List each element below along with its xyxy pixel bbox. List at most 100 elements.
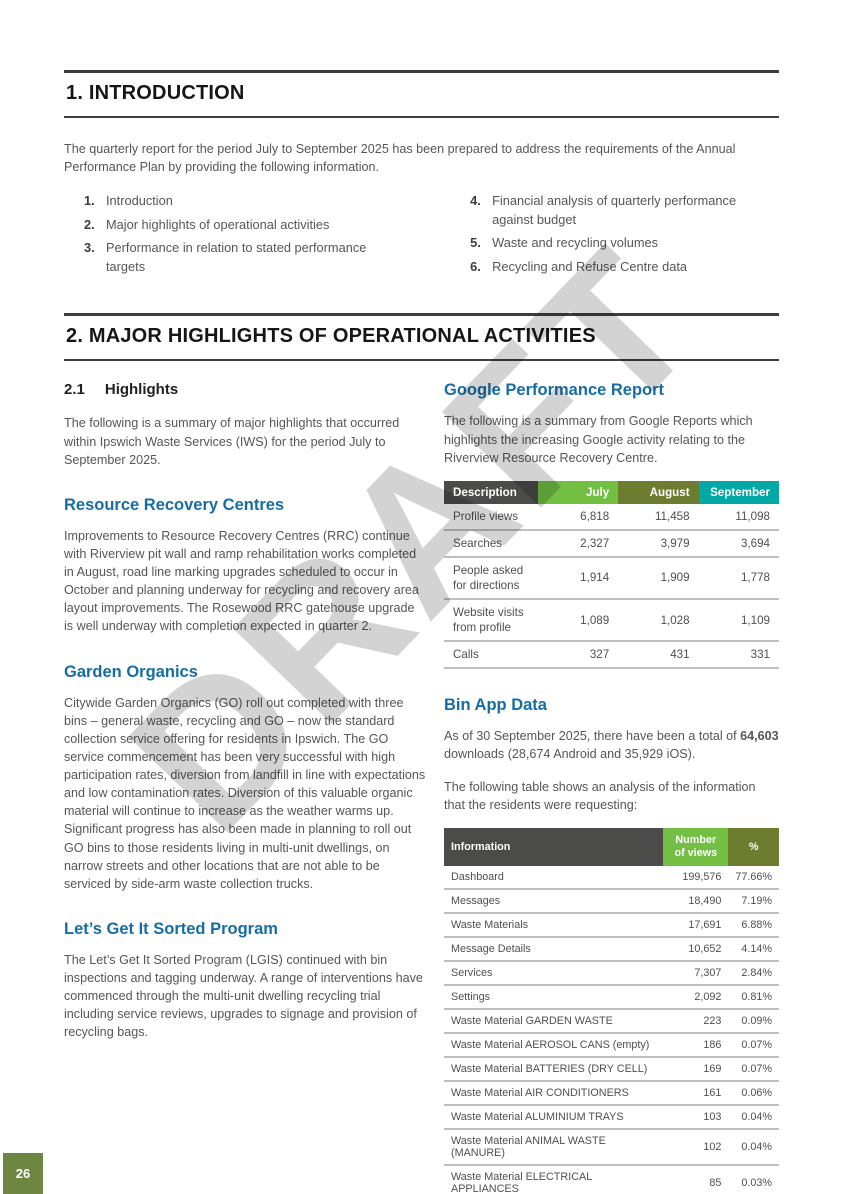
table-cell: Waste Material AEROSOL CANS (empty)	[444, 1032, 664, 1058]
table-cell: 186	[663, 1032, 729, 1058]
table-row: Waste Material ALUMINIUM TRAYS 103 0.04%	[444, 1104, 779, 1130]
table-header-row: Description July August September	[444, 480, 779, 504]
table-cell: Waste Material GARDEN WASTE	[444, 1008, 664, 1034]
heading-rule-top	[64, 313, 779, 316]
table-cell: Waste Material ANIMAL WASTE (MANURE)	[444, 1128, 664, 1166]
table-row: Waste Materials 17,691 6.88%	[444, 912, 779, 938]
page-content: 1. INTRODUCTION The quarterly report for…	[64, 0, 779, 1194]
table-cell: 77.66%	[728, 865, 779, 890]
table-cell: Message Details	[444, 936, 664, 962]
table-cell: 7.19%	[728, 888, 779, 914]
table-row: Waste Material BATTERIES (DRY CELL) 169 0.…	[444, 1056, 779, 1082]
table-cell: Waste Material ALUMINIUM TRAYS	[444, 1104, 664, 1130]
highlights-title: Highlights	[104, 381, 179, 399]
table-header-cell: Number of views	[663, 827, 729, 866]
table-cell: 169	[663, 1056, 729, 1082]
table-cell: Website visits from profile	[444, 599, 538, 643]
left-column: 2.1 Highlights The following is a summary…	[64, 379, 426, 1194]
section2-title: 2. MAJOR HIGHLIGHTS OF OPERATIONAL ACTIV…	[66, 324, 596, 347]
table-row: Website visits from profile 1,089 1,028 1,1…	[444, 599, 779, 643]
list-item-number: 4.	[470, 193, 481, 209]
table-row: Dashboard 199,576 77.66%	[444, 865, 779, 890]
table-row: Waste Material ELECTRICAL APPLIANCES 85 0.…	[444, 1164, 779, 1194]
table-cell: Searches	[444, 529, 538, 558]
list-item-text: Financial analysis of quarterly performa…	[492, 193, 737, 227]
table-cell: 431	[618, 641, 699, 670]
table-cell: 327	[537, 641, 619, 670]
table-cell: 0.07%	[728, 1056, 779, 1082]
table-cell: 0.07%	[728, 1032, 779, 1058]
google-performance-table: Description July August September Profil…	[444, 480, 779, 670]
downloads-text-suffix: downloads (28,674 Android and 35,929 iOS…	[444, 747, 696, 762]
list-item: 1. Introduction	[84, 192, 450, 211]
table-cell: 0.09%	[728, 1008, 779, 1034]
numbered-list: 1. Introduction 2. Major highlights of o…	[64, 188, 779, 281]
table-cell: Waste Material BATTERIES (DRY CELL)	[444, 1056, 664, 1082]
table-cell: 0.03%	[728, 1164, 779, 1194]
list-item-number: 1.	[84, 193, 95, 209]
section1-title: 1. INTRODUCTION	[66, 81, 245, 104]
bin-table-body: Dashboard 199,576 77.66% Messages 18,490 7.19…	[444, 865, 779, 1194]
table-row: Profile views 6,818 11,458 11,098	[444, 503, 779, 531]
table-row: Settings 2,092 0.81%	[444, 984, 779, 1010]
table-cell: 11,458	[618, 503, 699, 531]
heading-rule-top	[64, 70, 779, 73]
highlights-number: 2.1	[64, 381, 85, 399]
table-header-row: Information Number of views %	[444, 827, 779, 866]
highlights-paragraph: The following is a summary of major high…	[64, 416, 400, 467]
table-row: Message Details 10,652 4.14%	[444, 936, 779, 962]
table-row: Waste Material AEROSOL CANS (empty) 186 0.…	[444, 1032, 779, 1058]
right-column: Google Performance Report The following …	[444, 379, 779, 1194]
list-item-number: 2.	[84, 216, 95, 232]
list-item-number: 6.	[470, 258, 481, 274]
table-cell: 3,979	[618, 529, 699, 558]
table-cell: Waste Materials	[444, 912, 664, 938]
list-item-text: Performance in relation to stated perfor…	[106, 240, 367, 274]
bin-app-paragraph-analysis: The following table shows an analysis of…	[444, 779, 756, 812]
table-cell: 7,307	[663, 960, 729, 986]
table-cell: Services	[444, 960, 664, 986]
numbered-list-left: 1. Introduction 2. Major highlights of o…	[64, 188, 450, 281]
list-item: 3. Performance in relation to stated per…	[84, 239, 450, 276]
table-cell: Waste Material AIR CONDITIONERS	[444, 1080, 664, 1106]
highlights-heading: 2.1 Highlights	[64, 381, 426, 398]
table-row: Calls 327 431 331	[444, 641, 779, 670]
table-cell: Settings	[444, 984, 664, 1010]
table-cell: 1,109	[698, 599, 779, 643]
list-item: 4. Financial analysis of quarterly perfo…	[470, 192, 779, 229]
table-cell: 2,092	[663, 984, 729, 1010]
table-cell: 103	[663, 1104, 729, 1130]
garden-organics-heading: Garden Organics	[64, 662, 198, 681]
table-cell: 161	[663, 1080, 729, 1106]
table-cell: 0.06%	[728, 1080, 779, 1106]
list-item-number: 5.	[470, 235, 481, 251]
google-report-paragraph: The following is a summary from Google R…	[444, 414, 753, 465]
bin-app-heading: Bin App Data	[444, 696, 547, 715]
table-header-cell: September	[698, 480, 779, 504]
table-cell: 6.88%	[728, 912, 779, 938]
table-cell: 10,652	[663, 936, 729, 962]
table-cell: 85	[663, 1164, 729, 1194]
list-item-number: 3.	[84, 240, 95, 256]
intro-paragraph: The quarterly report for the period July…	[64, 142, 736, 175]
table-row: People asked for directions 1,914 1,909 1,7…	[444, 556, 779, 601]
google-table-header: Description July August September	[444, 480, 779, 504]
table-row: Messages 18,490 7.19%	[444, 888, 779, 914]
google-table-body: Profile views 6,818 11,458 11,098 Searches 2,…	[444, 503, 779, 670]
table-cell: Dashboard	[444, 865, 664, 890]
table-cell: 199,576	[663, 865, 729, 890]
table-cell: People asked for directions	[444, 556, 538, 601]
downloads-text-prefix: As of 30 September 2025, there have been…	[444, 729, 741, 744]
downloads-total: 64,603	[740, 729, 779, 744]
table-cell: 1,778	[698, 556, 779, 601]
list-item-text: Recycling and Refuse Centre data	[492, 258, 688, 274]
heading-rule-bottom	[64, 358, 779, 362]
google-report-heading: Google Performance Report	[444, 381, 665, 400]
heading-rule-bottom	[64, 115, 779, 118]
table-cell: 1,909	[618, 556, 699, 601]
table-header-cell: Information	[444, 827, 664, 866]
bin-app-paragraph-downloads: As of 30 September 2025, there have been…	[444, 727, 779, 763]
two-column-layout: 2.1 Highlights The following is a summary…	[64, 379, 779, 1194]
list-item: 6. Recycling and Refuse Centre data	[470, 258, 779, 277]
